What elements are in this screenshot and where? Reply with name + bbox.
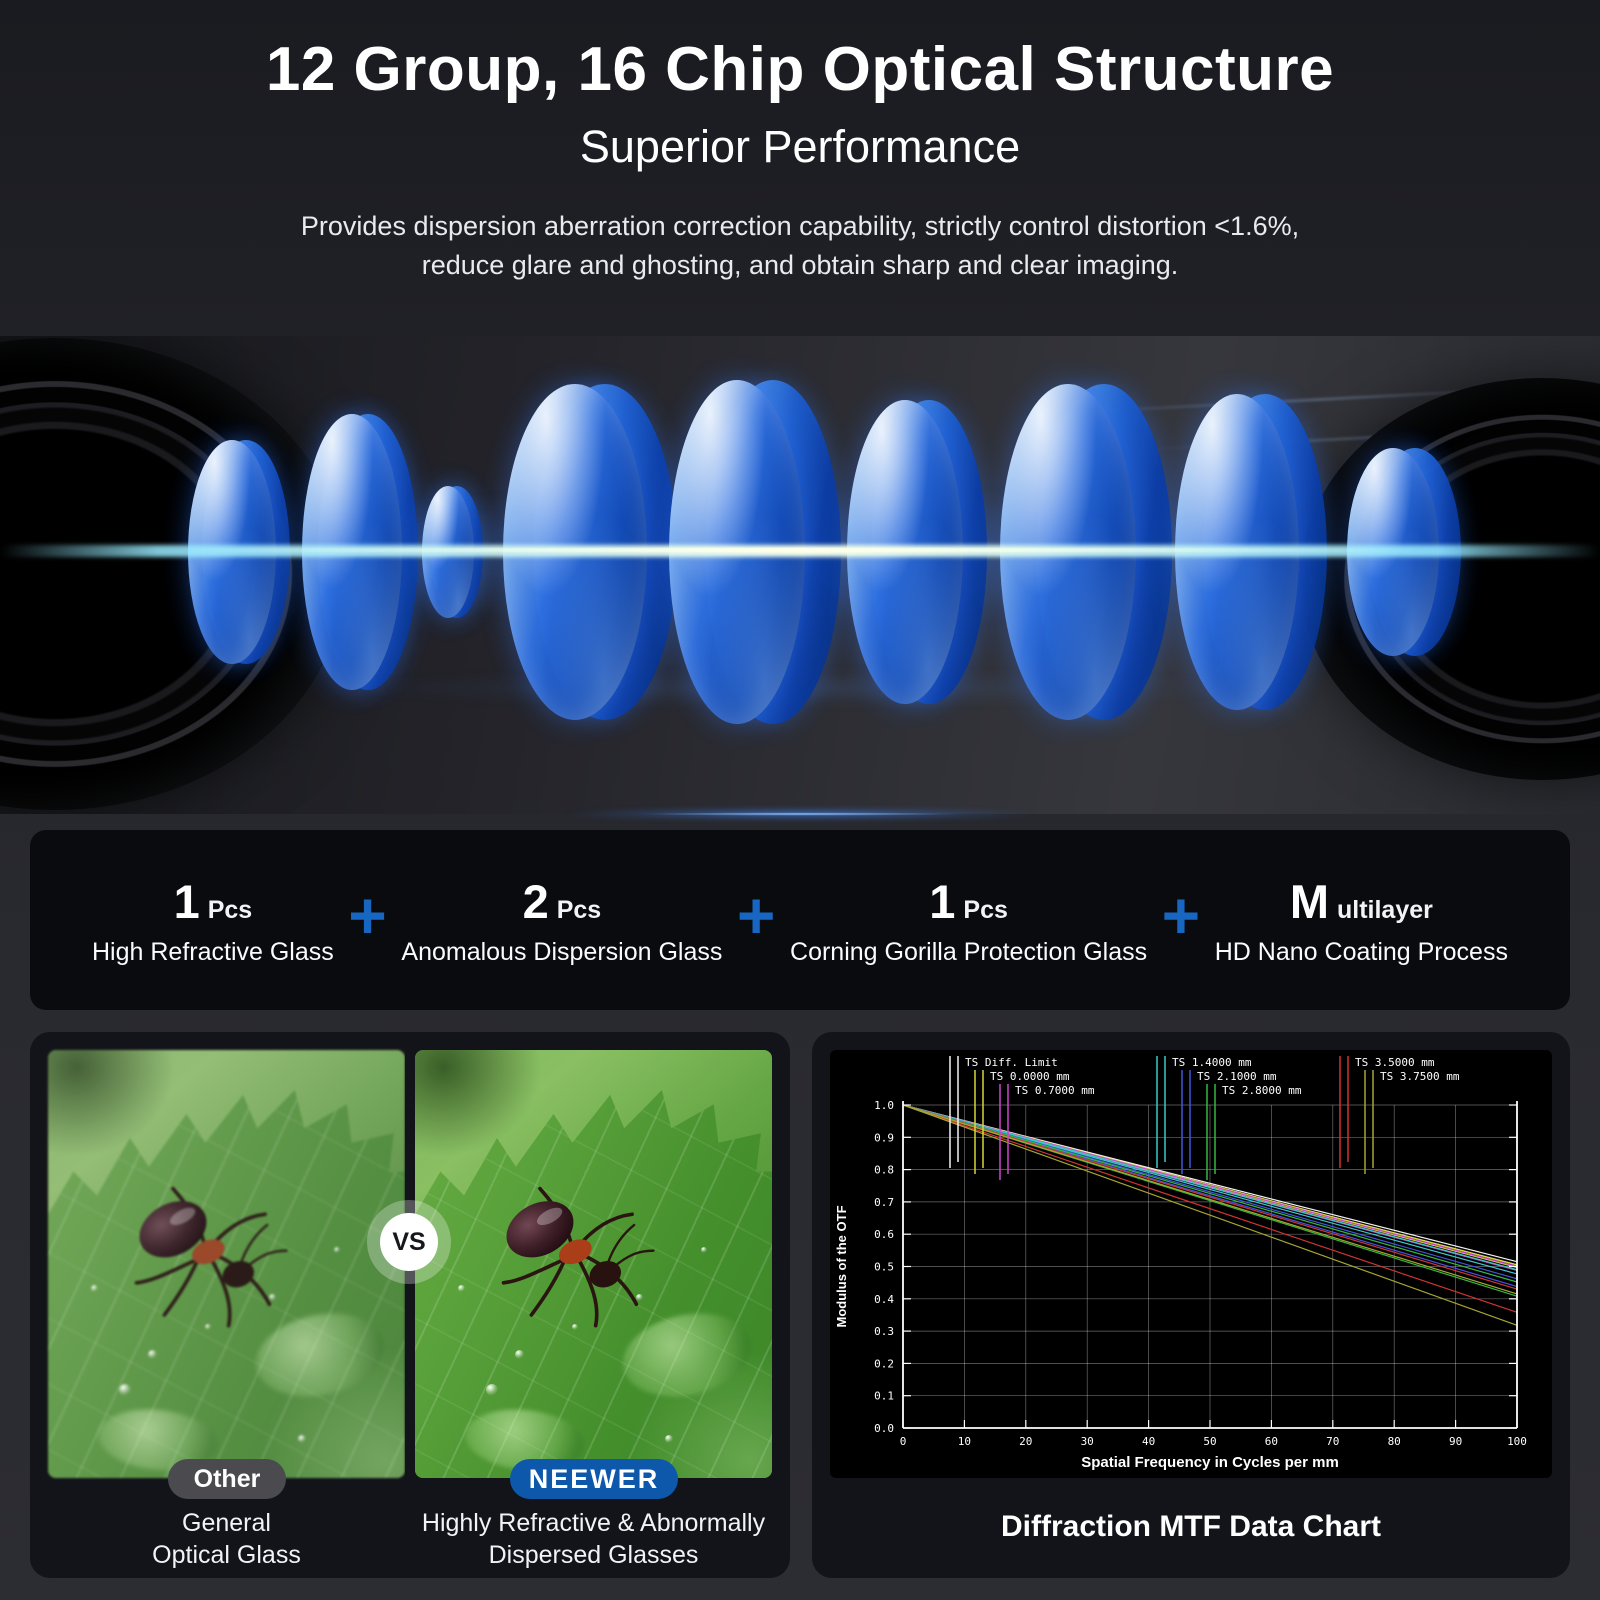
mtf-chart: 0.0 0.1 0.2 0.3 0.4 0.5 0.6 0.7 0.8 0.9 1.0 0 10 20 30… [834,1056,1527,1471]
svg-text:TS Diff. Limit: TS Diff. Limit [965,1056,1058,1069]
water-droplet [205,1323,212,1330]
description-line-1: Provides dispersion aberration correctio… [300,211,1300,241]
svg-text:0.7: 0.7 [874,1196,894,1209]
svg-text:10: 10 [958,1435,971,1448]
ant-illustration [465,1118,701,1400]
feature-label: High Refractive Glass [92,937,334,966]
blue-flare-core [600,812,1000,816]
description-line-2: reduce glare and ghosting, and obtain sh… [421,250,1179,281]
page-description: Provides dispersion aberration correctio… [0,207,1600,285]
svg-text:TS 0.0000 mm: TS 0.0000 mm [990,1070,1070,1083]
comparison-photos [48,1050,772,1478]
svg-text:50: 50 [1203,1435,1216,1448]
svg-text:TS 3.7500 mm: TS 3.7500 mm [1380,1070,1460,1083]
svg-text:80: 80 [1388,1435,1401,1448]
feature-label: HD Nano Coating Process [1214,937,1508,966]
feature-number: M [1289,874,1329,928]
svg-text:60: 60 [1265,1435,1278,1448]
svg-text:100: 100 [1507,1435,1527,1448]
photo-neewer-glass [415,1050,772,1478]
svg-text:0.9: 0.9 [874,1131,894,1144]
svg-text:20: 20 [1019,1435,1032,1448]
ant-illustration [98,1118,334,1400]
feature-number: 1 [929,874,956,928]
water-droplet [664,1435,673,1444]
svg-text:90: 90 [1449,1435,1462,1448]
feature-unit: Pcs [963,895,1008,924]
water-droplet [119,1383,132,1396]
water-droplet [486,1383,499,1396]
ant-icon [134,1187,288,1328]
caption-neewer: Highly Refractive & Abnormally Dispersed… [421,1509,766,1569]
feature-number: 1 [173,874,200,928]
lens-structure-illustration [0,336,1600,814]
svg-text:TS 1.4000 mm: TS 1.4000 mm [1172,1056,1252,1069]
plus-icon: + [1161,878,1201,952]
water-droplet [269,1293,277,1301]
feature-nano-coating: M ultilayer HD Nano Coating Process [1215,874,1508,967]
caption-other: General Optical Glass [152,1509,301,1569]
mtf-chart-panel: 0.0 0.1 0.2 0.3 0.4 0.5 0.6 0.7 0.8 0.9 1.0 0 10 20 30… [830,1050,1552,1478]
svg-text:1.0: 1.0 [874,1099,894,1112]
svg-text:TS 2.8000 mm: TS 2.8000 mm [1222,1084,1302,1097]
feature-unit: Pcs [207,895,253,924]
water-droplet [333,1246,340,1253]
photo-other-glass [48,1050,405,1478]
water-droplet [147,1349,157,1359]
neewer-pill: NEEWER [510,1459,678,1499]
water-droplet [297,1435,306,1444]
feature-high-refractive: 1 Pcs High Refractive Glass [92,874,334,967]
plus-icon: + [348,878,387,952]
svg-text:0.1: 0.1 [874,1390,894,1403]
water-droplet [700,1246,707,1253]
svg-text:TS 2.1000 mm: TS 2.1000 mm [1197,1070,1277,1083]
svg-text:0.3: 0.3 [874,1325,894,1338]
light-beam-core [180,548,1420,552]
svg-text:TS 3.5000 mm: TS 3.5000 mm [1355,1056,1435,1069]
water-droplet [90,1285,98,1293]
svg-text:0.4: 0.4 [874,1293,894,1306]
comparison-card: VS Other NEEWER General Optical Glass Hi… [30,1032,790,1578]
svg-text:0.8: 0.8 [874,1164,894,1177]
vs-badge: VS [380,1213,438,1271]
svg-text:0.6: 0.6 [874,1228,894,1241]
water-droplet [457,1285,465,1293]
svg-text:0.5: 0.5 [874,1261,894,1274]
feature-unit: ultilayer [1336,895,1433,924]
water-droplet [636,1293,644,1301]
feature-label: Anomalous Dispersion Glass [401,937,723,966]
svg-text:TS 0.7000 mm: TS 0.7000 mm [1015,1084,1095,1097]
header: 12 Group, 16 Chip Optical Structure Supe… [0,0,1600,285]
svg-text:Spatial Frequency in Cycles pe: Spatial Frequency in Cycles per mm [1081,1454,1339,1471]
features-bar: 1 Pcs High Refractive Glass + 2 Pcs Anom… [30,830,1570,1010]
svg-text:30: 30 [1081,1435,1094,1448]
feature-anomalous-dispersion: 2 Pcs Anomalous Dispersion Glass [401,874,722,967]
page-title: 12 Group, 16 Chip Optical Structure [265,35,1335,104]
page-subtitle: Superior Performance [579,121,1021,172]
svg-text:0: 0 [900,1435,907,1448]
feature-unit: Pcs [556,895,602,924]
other-pill: Other [168,1459,286,1499]
water-droplet [514,1349,524,1359]
mtf-chart-card: 0.0 0.1 0.2 0.3 0.4 0.5 0.6 0.7 0.8 0.9 1.0 0 10 20 30… [812,1032,1570,1578]
feature-gorilla-glass: 1 Pcs Corning Gorilla Protection Glass [790,874,1147,967]
water-droplet [572,1323,579,1330]
svg-text:0.0: 0.0 [874,1422,894,1435]
svg-text:70: 70 [1326,1435,1339,1448]
plus-icon: + [736,878,776,952]
feature-label: Corning Gorilla Protection Glass [790,937,1148,966]
ant-icon [501,1187,655,1328]
svg-text:0.2: 0.2 [874,1357,894,1370]
feature-number: 2 [522,874,549,928]
svg-text:Modulus of the OTF: Modulus of the OTF [834,1205,849,1327]
lens-barrel-left [0,338,345,810]
mtf-chart-title: Diffraction MTF Data Chart [1000,1510,1381,1543]
svg-text:40: 40 [1142,1435,1155,1448]
